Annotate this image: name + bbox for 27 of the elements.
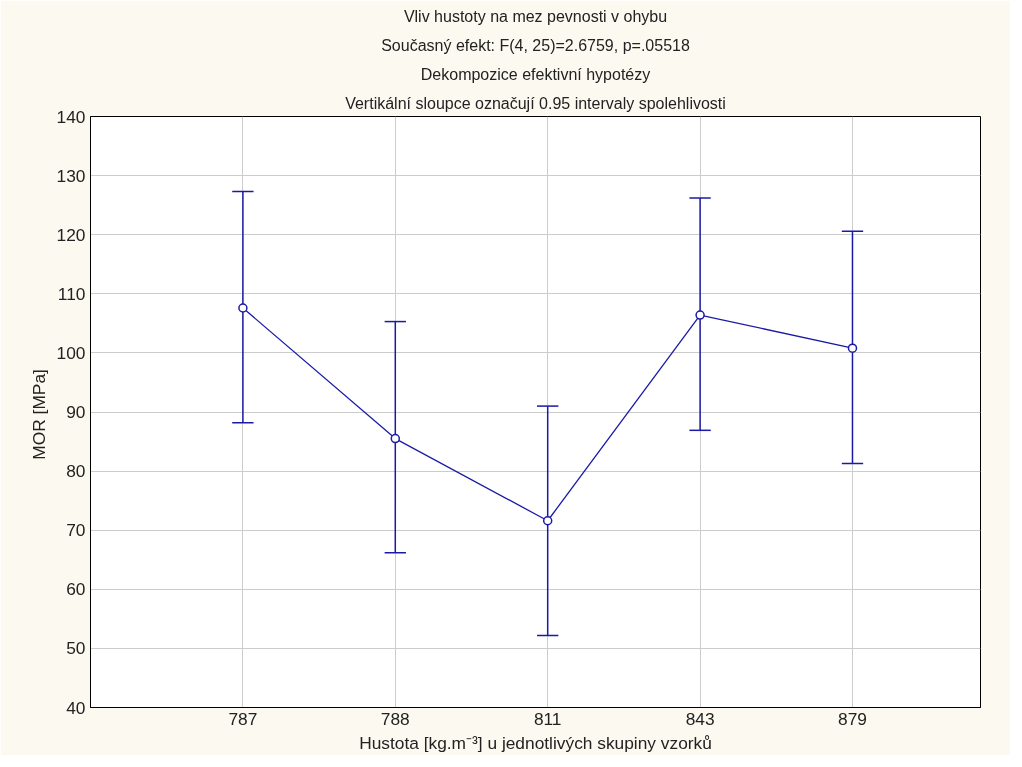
y-tick-label: 100	[56, 342, 86, 363]
point	[542, 516, 553, 526]
y-tick-label: 120	[56, 224, 86, 245]
y-tick-label: 60	[66, 579, 86, 600]
text: Vertikální sloupce označují 0.95 intervaly spolehlivosti	[345, 94, 726, 112]
y-tick-label: 50	[66, 638, 86, 659]
text: Dekompozice efektivní hypotézy	[420, 65, 651, 83]
x-tick-label: 843	[685, 708, 715, 729]
x-tick-label: 788	[380, 708, 410, 729]
y-tick-label: 70	[66, 520, 86, 541]
point	[390, 433, 401, 444]
y-tick-label: 80	[66, 461, 86, 482]
x-tick-label: 787	[228, 708, 258, 729]
y-tick-label: 40	[66, 697, 86, 718]
y-tick-label: 130	[56, 165, 86, 186]
chart-title: Vliv hustoty na mez pevnosti v ohybu	[403, 7, 668, 25]
point	[695, 310, 705, 320]
point	[847, 343, 858, 353]
x-tick-label: 879	[838, 708, 867, 729]
y-axis-title: MOR [MPa]	[28, 369, 49, 460]
point	[238, 303, 248, 313]
x-tick-label: 811	[533, 708, 562, 729]
y-tick-label: 140	[56, 106, 86, 127]
x-axis-title: Hustota [kg.m⁻³] u jednotlivých skupiny vzorků	[359, 732, 712, 753]
chart-subtitle: Současný efekt: F(4, 25)=2.6759, p=.05518	[381, 36, 690, 54]
y-tick-label: 110	[57, 283, 86, 304]
y-tick-label: 90	[66, 402, 86, 422]
